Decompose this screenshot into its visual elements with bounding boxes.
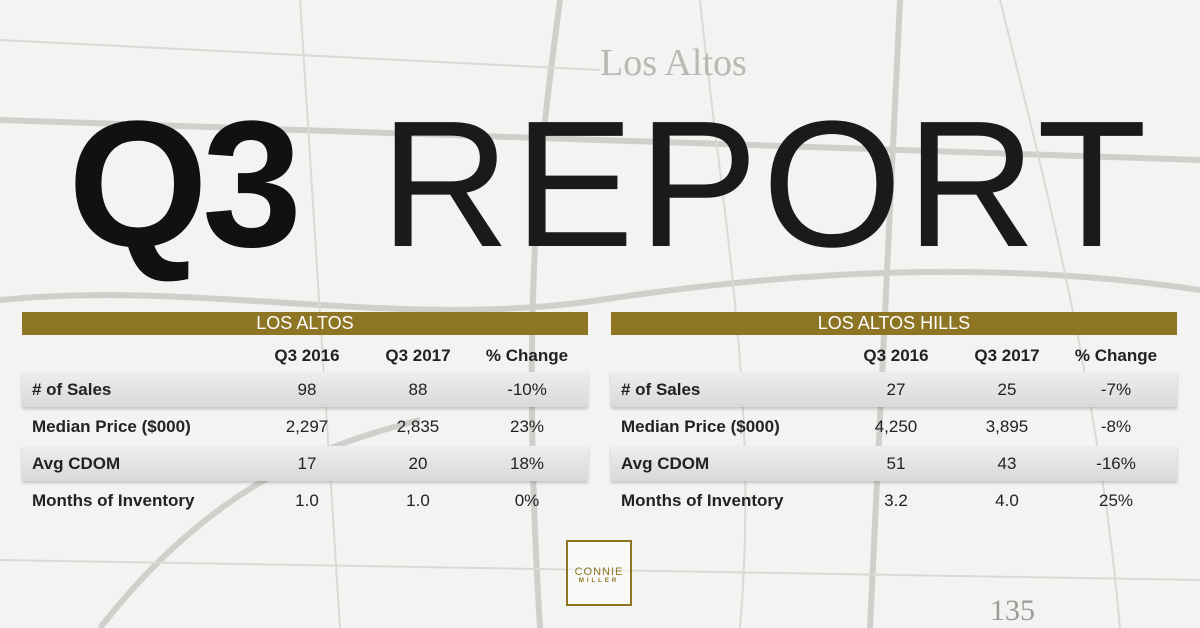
cell-value: 18% bbox=[509, 454, 545, 473]
table-row: Avg CDOM 17 20 18% bbox=[22, 446, 588, 481]
cell-value: -7% bbox=[1100, 380, 1132, 399]
table-row: Months of Inventory 3.2 4.0 25% bbox=[611, 483, 1177, 518]
cell-value: 0% bbox=[514, 491, 540, 510]
cell-value: 4.0 bbox=[995, 491, 1019, 510]
row-label: Avg CDOM bbox=[621, 454, 710, 473]
row-label: Avg CDOM bbox=[32, 454, 121, 473]
logo: CONNIE MILLER bbox=[566, 540, 632, 606]
table-row: # of Sales 98 88 -10% bbox=[22, 372, 588, 407]
column-header: Q3 2017 bbox=[974, 346, 1040, 365]
cell-value: -8% bbox=[1100, 417, 1132, 436]
column-header: Q3 2016 bbox=[863, 346, 929, 365]
cell-value: 1.0 bbox=[295, 491, 319, 510]
logo-line: MILLER bbox=[578, 578, 620, 584]
cell-value: 27 bbox=[886, 380, 906, 399]
cell-value: 4,250 bbox=[874, 417, 918, 436]
table-title: LOS ALTOS bbox=[22, 312, 588, 335]
cell-value: 17 bbox=[297, 454, 317, 473]
row-label: Median Price ($000) bbox=[32, 417, 191, 436]
row-label: Median Price ($000) bbox=[621, 417, 780, 436]
column-header: % Change bbox=[1074, 346, 1158, 365]
cell-value: -10% bbox=[507, 380, 547, 399]
cell-value: 43 bbox=[997, 454, 1017, 473]
cell-value: 3.2 bbox=[884, 491, 908, 510]
cell-value: 20 bbox=[408, 454, 428, 473]
table-row: Median Price ($000) 2,297 2,835 23% bbox=[22, 409, 588, 444]
cell-value: 23% bbox=[509, 417, 545, 436]
cell-value: 25% bbox=[1098, 491, 1134, 510]
cell-value: 51 bbox=[886, 454, 906, 473]
column-header: % Change bbox=[485, 346, 569, 365]
logo-line: CONNIE bbox=[574, 566, 624, 578]
table-title: LOS ALTOS HILLS bbox=[611, 312, 1177, 335]
table: LOS ALTOS HILLS Q3 2016 Q3 2017 % Change # o… bbox=[611, 312, 1177, 510]
cell-value: 1.0 bbox=[406, 491, 430, 510]
title-light: REPORT bbox=[380, 84, 1151, 285]
table: LOS ALTOS Q3 2016 Q3 2017 % Change # of Sale… bbox=[22, 312, 588, 510]
table-row: # of Sales 27 25 -7% bbox=[611, 372, 1177, 407]
title-bold: Q3 bbox=[68, 84, 302, 285]
column-header: Q3 2017 bbox=[385, 346, 451, 365]
map-label: Los Altos bbox=[600, 42, 747, 84]
table-row: Median Price ($000) 4,250 3,895 -8% bbox=[611, 409, 1177, 444]
row-label: Months of Inventory bbox=[32, 491, 195, 510]
map-label: 135 bbox=[990, 594, 1035, 627]
cell-value: 3,895 bbox=[985, 417, 1029, 436]
cell-value: 2,297 bbox=[285, 417, 329, 436]
cell-value: 88 bbox=[408, 380, 428, 399]
table-row: Avg CDOM 51 43 -16% bbox=[611, 446, 1177, 481]
row-label: Months of Inventory bbox=[621, 491, 784, 510]
row-label: # of Sales bbox=[32, 380, 112, 399]
cell-value: 25 bbox=[997, 380, 1017, 399]
row-label: # of Sales bbox=[621, 380, 701, 399]
cell-value: -16% bbox=[1096, 454, 1136, 473]
table-row: Months of Inventory 1.0 1.0 0% bbox=[22, 483, 588, 518]
column-header: Q3 2016 bbox=[274, 346, 340, 365]
cell-value: 98 bbox=[297, 380, 317, 399]
cell-value: 2,835 bbox=[396, 417, 440, 436]
